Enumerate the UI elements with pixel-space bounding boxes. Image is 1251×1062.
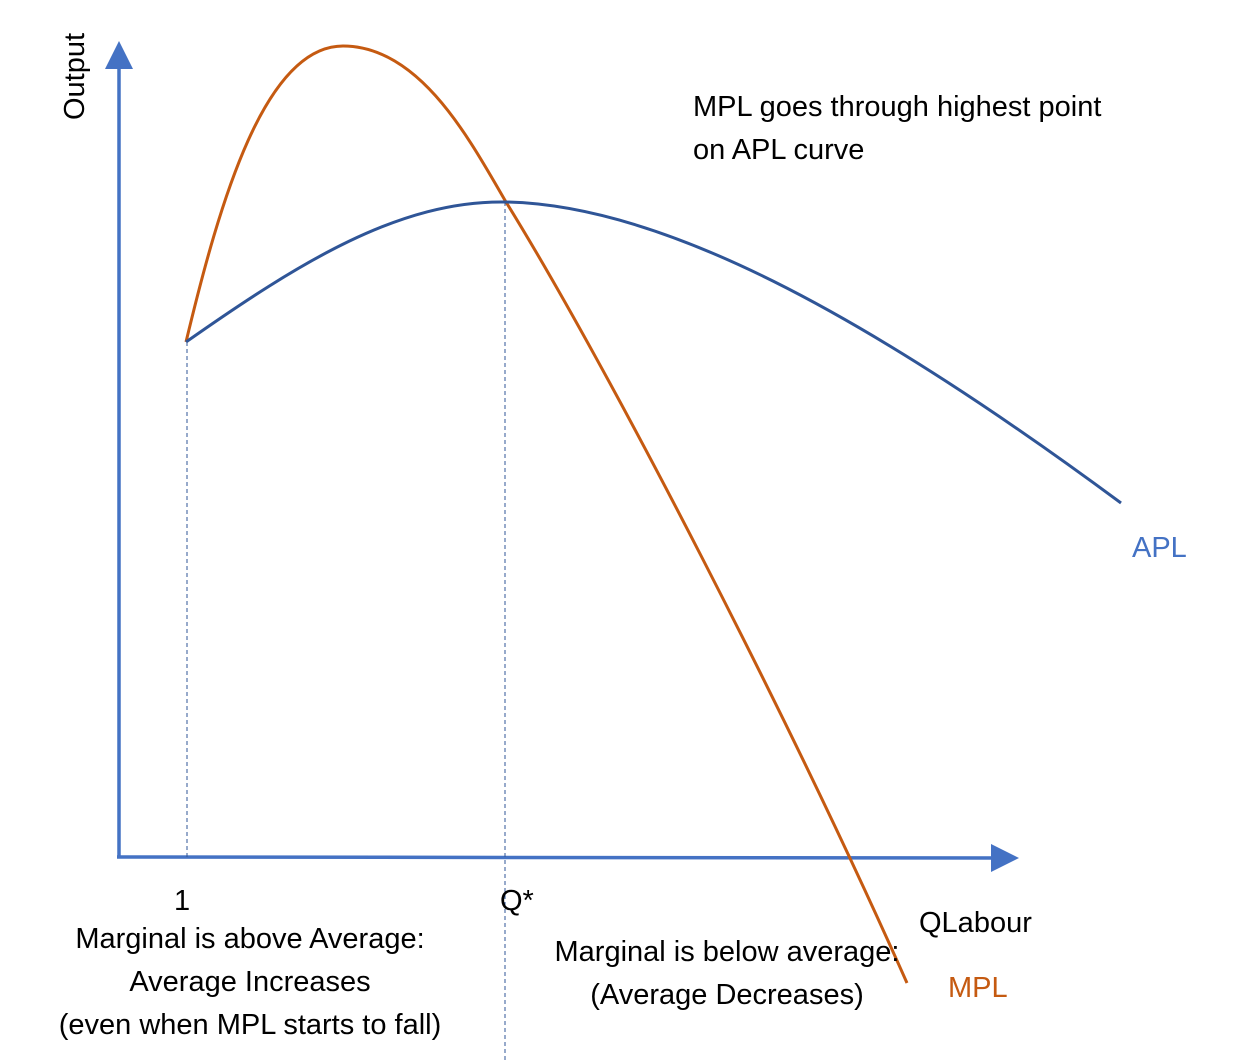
tick-label-1: 1 [174, 885, 190, 917]
note-left-line-3: (even when MPL starts to fall) [59, 1009, 442, 1041]
note-left-line-1: Marginal is above Average: [75, 923, 424, 955]
x-axis-label: QLabour [919, 907, 1032, 939]
mpl-curve [184, 44, 909, 984]
note-top-line-2: on APL curve [693, 134, 864, 166]
mpl-label: MPL [948, 972, 1008, 1004]
tick-label-qstar: Q* [500, 885, 534, 917]
note-right-line-1: Marginal is below average: [555, 936, 900, 968]
apl-curve [185, 200, 1122, 505]
x-axis [116, 843, 1019, 872]
apl-label: APL [1132, 532, 1187, 564]
note-right-line-2: (Average Decreases) [590, 979, 863, 1011]
note-top-line-1: MPL goes through highest point [693, 91, 1101, 123]
y-axis-label: Output [59, 33, 91, 120]
note-left-line-2: Average Increases [129, 966, 370, 998]
